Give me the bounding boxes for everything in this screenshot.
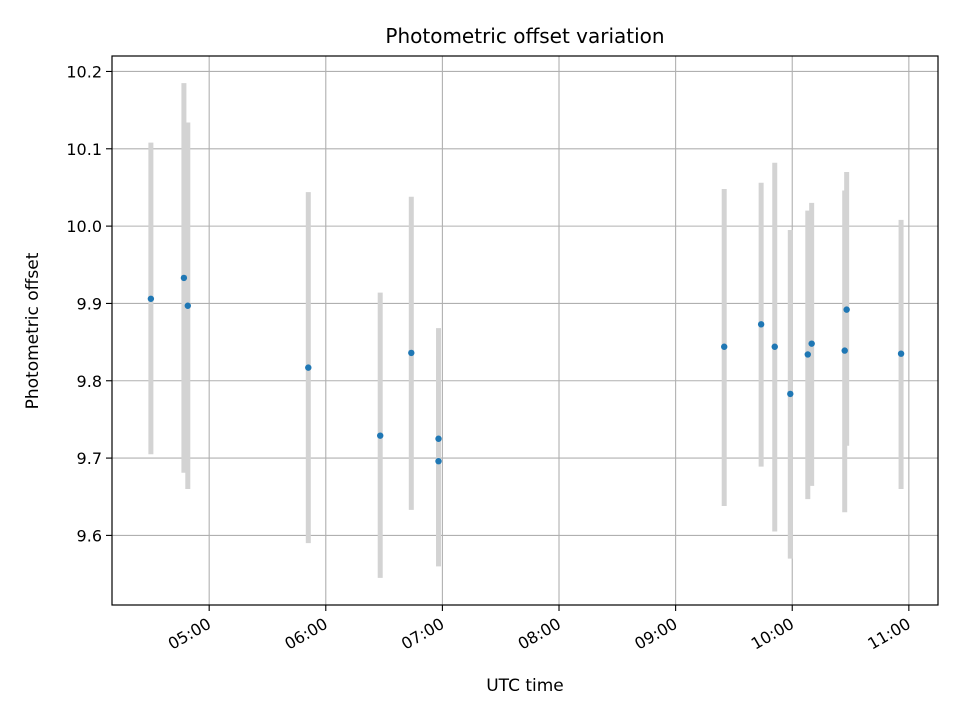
- data-point: [787, 390, 794, 398]
- x-axis-label: UTC time: [486, 676, 564, 696]
- data-point: [771, 343, 778, 350]
- data-point: [377, 432, 384, 439]
- data-point: [435, 457, 442, 465]
- data-point: [804, 351, 811, 358]
- data-point: [408, 349, 415, 357]
- data-point: [841, 347, 848, 354]
- data-point: [435, 435, 442, 442]
- data-point: [721, 343, 728, 350]
- chart-title: Photometric offset variation: [385, 24, 664, 48]
- data-point: [897, 350, 905, 357]
- y-tick-label: 9.7: [77, 449, 102, 468]
- plot-frame: [111, 55, 939, 606]
- data-point: [180, 274, 188, 282]
- y-tick-label: 10.0: [66, 217, 102, 236]
- y-tick-label: 9.6: [77, 526, 102, 545]
- y-tick-label: 9.8: [77, 372, 102, 391]
- data-points: [147, 274, 905, 465]
- y-tick-label: 10.1: [66, 140, 102, 159]
- data-point: [757, 321, 765, 328]
- y-tick-label: 9.9: [77, 294, 102, 313]
- data-point: [305, 364, 312, 371]
- y-tick-label: 10.2: [66, 62, 102, 81]
- y-axis-label: Photometric offset: [23, 252, 43, 409]
- data-point: [147, 295, 155, 302]
- y-axis: 9.6 9.7 9.8 9.9 10.0 10.1 10.2: [66, 62, 112, 545]
- data-point: [843, 306, 850, 313]
- data-point: [808, 340, 815, 347]
- data-point: [184, 302, 191, 309]
